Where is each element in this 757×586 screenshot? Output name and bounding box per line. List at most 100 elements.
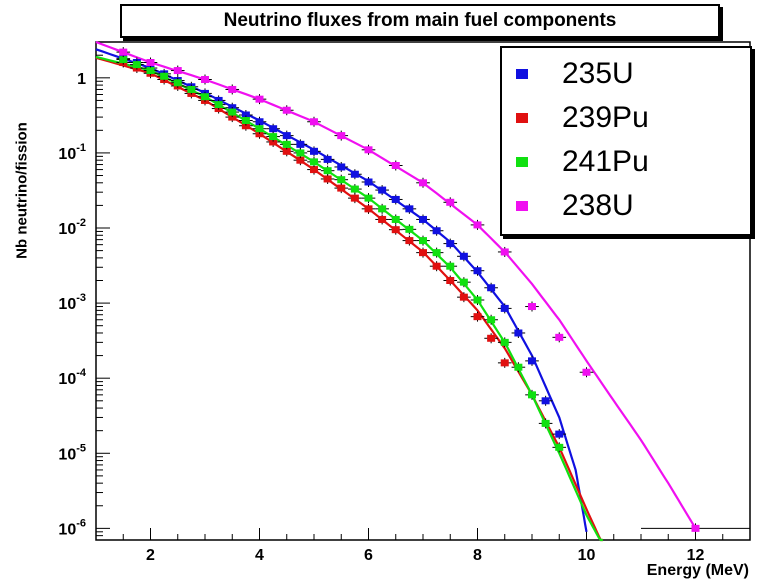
data-point-241pu xyxy=(511,362,526,373)
data-point-235u xyxy=(443,238,458,249)
marker xyxy=(296,140,305,148)
marker xyxy=(446,198,455,206)
data-point-239pu xyxy=(416,247,430,258)
data-point-241pu xyxy=(348,184,362,195)
data-points xyxy=(116,47,750,534)
legend-item-235u: 235U xyxy=(516,54,634,94)
marker xyxy=(459,252,468,260)
marker xyxy=(241,117,250,125)
legend-swatch-239pu xyxy=(516,113,528,123)
x-tick-label: 10 xyxy=(578,547,596,564)
marker xyxy=(310,118,318,126)
marker xyxy=(323,155,332,163)
legend-label-239pu: 239Pu xyxy=(562,101,649,134)
marker xyxy=(337,163,346,171)
data-point-235u xyxy=(375,185,389,196)
marker xyxy=(255,118,264,126)
data-point-235u xyxy=(484,282,498,293)
data-point-235u xyxy=(334,161,349,172)
marker xyxy=(487,316,496,324)
marker xyxy=(487,334,496,342)
data-point-239pu xyxy=(429,261,444,272)
marker xyxy=(555,333,564,341)
data-point-235u xyxy=(307,146,321,157)
data-point-241pu xyxy=(388,214,403,225)
legend: 235U 239Pu 241Pu 238U xyxy=(500,46,752,236)
data-point-235u xyxy=(497,303,512,314)
marker xyxy=(691,524,700,532)
data-point-241pu xyxy=(252,123,267,134)
data-point-238u xyxy=(361,144,376,155)
marker xyxy=(555,443,564,451)
data-point-241pu xyxy=(538,418,553,429)
marker xyxy=(201,93,209,101)
marker xyxy=(160,72,169,80)
data-point-241pu xyxy=(416,235,430,246)
marker xyxy=(528,391,536,399)
marker xyxy=(337,176,346,184)
data-point-241pu xyxy=(497,337,512,348)
data-point-238u xyxy=(170,65,185,76)
marker xyxy=(282,132,291,140)
data-point-241pu xyxy=(525,389,539,400)
marker xyxy=(446,240,455,248)
marker xyxy=(391,215,400,223)
marker xyxy=(500,248,509,256)
marker xyxy=(282,140,291,148)
marker xyxy=(364,194,373,202)
marker xyxy=(310,158,318,166)
marker xyxy=(350,185,359,193)
legend-item-239pu: 239Pu xyxy=(516,98,649,138)
data-point-235u xyxy=(538,395,553,406)
marker xyxy=(364,178,373,186)
marker xyxy=(337,184,346,192)
data-point-238u xyxy=(225,84,240,95)
marker xyxy=(528,357,536,365)
marker xyxy=(514,329,523,337)
data-point-241pu xyxy=(130,59,144,70)
legend-label-238u: 238U xyxy=(562,189,634,222)
y-tick-label: 10-3 xyxy=(58,292,86,313)
data-point-239pu xyxy=(457,292,471,303)
data-point-239pu xyxy=(470,311,485,322)
x-tick-label: 4 xyxy=(255,547,264,564)
legend-label-235u: 235U xyxy=(562,57,634,90)
marker xyxy=(419,179,427,187)
data-point-235u xyxy=(552,429,567,440)
marker xyxy=(391,226,400,234)
marker xyxy=(378,186,387,194)
data-point-238u xyxy=(116,47,131,58)
data-point-238u xyxy=(552,332,567,343)
marker xyxy=(528,303,536,311)
data-point-235u xyxy=(361,176,376,187)
data-point-235u xyxy=(525,355,539,366)
x-tick-label: 12 xyxy=(687,547,705,564)
marker xyxy=(282,147,291,155)
marker xyxy=(187,85,196,93)
marker xyxy=(405,205,414,213)
marker xyxy=(419,237,427,245)
marker xyxy=(432,249,441,257)
marker xyxy=(255,130,264,138)
marker xyxy=(228,85,237,93)
marker xyxy=(282,106,291,114)
legend-label-241pu: 241Pu xyxy=(562,145,649,178)
data-point-238u xyxy=(443,197,458,208)
data-point-238u xyxy=(334,130,349,141)
marker xyxy=(391,195,400,203)
data-point-238u xyxy=(641,523,750,534)
data-point-241pu xyxy=(279,139,294,150)
y-tick-label: 10-5 xyxy=(58,442,86,463)
marker xyxy=(228,108,237,116)
marker xyxy=(173,79,182,87)
data-point-241pu xyxy=(484,314,498,325)
data-point-241pu xyxy=(293,147,308,158)
data-point-235u xyxy=(470,265,485,276)
data-point-235u xyxy=(279,130,294,141)
marker xyxy=(119,56,128,64)
marker xyxy=(582,368,591,376)
marker xyxy=(446,276,455,284)
data-point-241pu xyxy=(320,165,335,176)
marker xyxy=(459,293,468,301)
data-point-241pu xyxy=(198,91,212,102)
